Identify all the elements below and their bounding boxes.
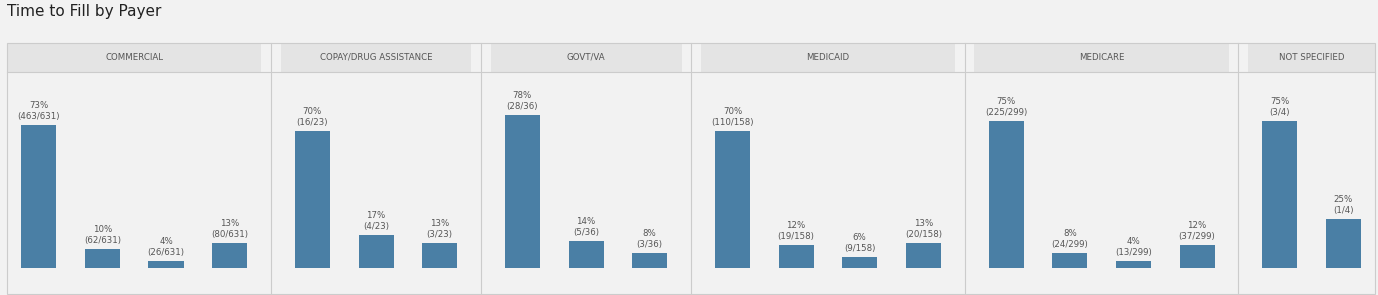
Text: Time to Fill by Payer: Time to Fill by Payer xyxy=(7,4,161,19)
Text: 78%
(28/36): 78% (28/36) xyxy=(507,91,539,111)
Text: 4%
(13/299): 4% (13/299) xyxy=(1115,237,1152,257)
Text: GOVT/VA: GOVT/VA xyxy=(566,53,605,62)
Bar xyxy=(1053,253,1087,268)
Text: 14%
(5/36): 14% (5/36) xyxy=(573,217,599,237)
Bar xyxy=(21,125,56,268)
Bar xyxy=(905,243,941,268)
Text: NOT SPECIFIED: NOT SPECIFIED xyxy=(1279,53,1345,62)
Bar xyxy=(85,249,120,268)
Text: 12%
(37/299): 12% (37/299) xyxy=(1178,221,1215,241)
Text: 13%
(3/23): 13% (3/23) xyxy=(427,219,452,239)
Bar xyxy=(212,243,247,268)
Bar xyxy=(504,115,540,268)
Bar xyxy=(1326,219,1361,268)
Text: 8%
(3/36): 8% (3/36) xyxy=(637,229,663,249)
Bar xyxy=(358,235,394,268)
Text: 70%
(16/23): 70% (16/23) xyxy=(296,106,328,127)
Text: 75%
(3/4): 75% (3/4) xyxy=(1269,97,1290,117)
Text: 17%
(4/23): 17% (4/23) xyxy=(362,211,389,231)
Text: 70%
(110/158): 70% (110/158) xyxy=(711,106,754,127)
Bar xyxy=(715,131,750,268)
Bar xyxy=(569,241,604,268)
Bar xyxy=(149,260,183,268)
Text: 13%
(20/158): 13% (20/158) xyxy=(905,219,943,239)
Text: MEDICAID: MEDICAID xyxy=(806,53,849,62)
Bar xyxy=(779,245,813,268)
Bar xyxy=(842,257,878,268)
Text: 73%
(463/631): 73% (463/631) xyxy=(18,101,61,121)
Bar xyxy=(1180,245,1214,268)
Bar xyxy=(988,121,1024,268)
Text: COPAY/DRUG ASSISTANCE: COPAY/DRUG ASSISTANCE xyxy=(320,53,433,62)
Text: 12%
(19/158): 12% (19/158) xyxy=(777,221,814,241)
Text: 6%
(9/158): 6% (9/158) xyxy=(845,232,875,253)
Text: 10%
(62/631): 10% (62/631) xyxy=(84,225,121,245)
Bar xyxy=(1262,121,1297,268)
Text: 8%
(24/299): 8% (24/299) xyxy=(1051,229,1089,249)
Bar xyxy=(295,131,329,268)
Text: 75%
(225/299): 75% (225/299) xyxy=(985,97,1027,117)
Bar xyxy=(422,243,457,268)
Text: MEDICARE: MEDICARE xyxy=(1079,53,1124,62)
Text: 4%
(26/631): 4% (26/631) xyxy=(147,237,185,257)
Text: COMMERCIAL: COMMERCIAL xyxy=(105,53,163,62)
Text: 13%
(80/631): 13% (80/631) xyxy=(211,219,248,239)
Bar xyxy=(633,253,667,268)
Text: 25%
(1/4): 25% (1/4) xyxy=(1333,195,1353,215)
Bar xyxy=(1116,260,1151,268)
